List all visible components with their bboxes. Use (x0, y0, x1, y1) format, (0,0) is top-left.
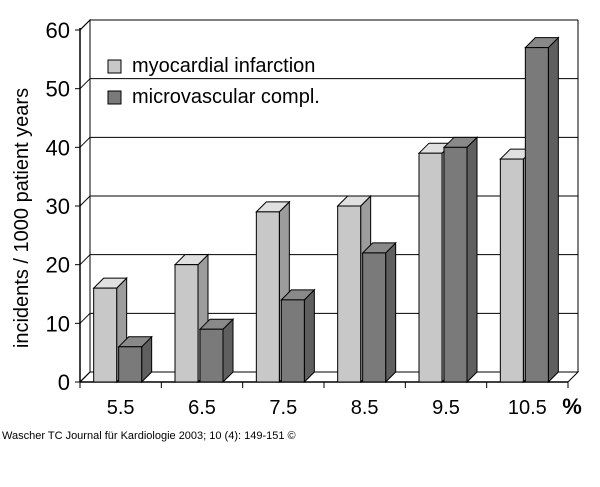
x-axis-unit: % (562, 394, 582, 419)
y-axis-label: incidents / 1000 patient years (11, 88, 33, 348)
axes (75, 18, 580, 388)
y-tick-label: 50 (46, 77, 70, 102)
category-labels: 5.5 6.5 7.5 8.5 9.5 10.5 (107, 397, 547, 419)
bar-front (174, 264, 199, 383)
y-tick-label: 40 (46, 135, 70, 160)
y-tick-label: 10 (46, 311, 70, 336)
legend: myocardial infarction microvascular comp… (107, 55, 320, 108)
bar-chart: 0 10 20 30 40 50 60 5.5 6.5 7.5 8.5 9.5 10.5 incide… (11, 18, 582, 419)
gridline-depth (79, 254, 91, 266)
y-tick-label: 20 (46, 253, 70, 278)
gridline-depth (79, 195, 91, 207)
bar-front (280, 299, 305, 383)
bars (92, 36, 560, 384)
bar-side (547, 36, 559, 384)
tick-labels: 0 10 20 30 40 50 60 (46, 18, 70, 395)
x-category-label: 5.5 (107, 397, 135, 419)
x-category-label: 8.5 (351, 397, 379, 419)
bar-side (466, 136, 478, 384)
bar-front (93, 287, 118, 383)
bar-front (418, 152, 443, 383)
x-category-label: 9.5 (432, 397, 460, 419)
legend-swatch-myocardial-infarction (107, 59, 122, 74)
gridline-depth (79, 78, 91, 90)
bar-microvascular-compl-5.5 (117, 335, 153, 384)
bar-microvascular-compl-8.5 (361, 241, 397, 384)
bar-front (443, 146, 468, 383)
bar-microvascular-compl-10.5 (524, 36, 560, 384)
x-category-label: 7.5 (269, 397, 297, 419)
bar-front (199, 328, 224, 383)
bar-front (524, 47, 549, 383)
y-tick-label: 30 (46, 194, 70, 219)
bar-side (303, 288, 315, 384)
gridline-depth (79, 312, 91, 324)
legend-label-microvascular-compl: microvascular compl. (132, 86, 320, 108)
bar-side (385, 241, 397, 384)
legend-swatch-microvascular-compl (107, 90, 122, 105)
legend-label-myocardial-infarction: myocardial infarction (132, 55, 315, 77)
x-category-label: 6.5 (188, 397, 216, 419)
bar-microvascular-compl-6.5 (198, 317, 235, 384)
bar-front (362, 252, 387, 383)
bar-myocardial-infarction-7.5 (255, 200, 291, 384)
bar-front (337, 205, 362, 383)
bar-front (118, 346, 143, 383)
bar-myocardial-infarction-5.5 (92, 276, 128, 384)
x-category-label: 10.5 (508, 397, 547, 419)
source-credit: Wascher TC Journal für Kardiologie 2003;… (2, 430, 296, 442)
bar-front (499, 158, 524, 383)
y-tick-label: 0 (58, 370, 70, 395)
gridlines (79, 19, 578, 383)
bar-front (255, 211, 280, 383)
y-tick-label: 60 (46, 18, 70, 43)
gridline-depth (79, 136, 91, 148)
bar-side (222, 317, 234, 384)
bar-microvascular-compl-7.5 (280, 288, 316, 384)
bar-microvascular-compl-9.5 (442, 136, 479, 384)
